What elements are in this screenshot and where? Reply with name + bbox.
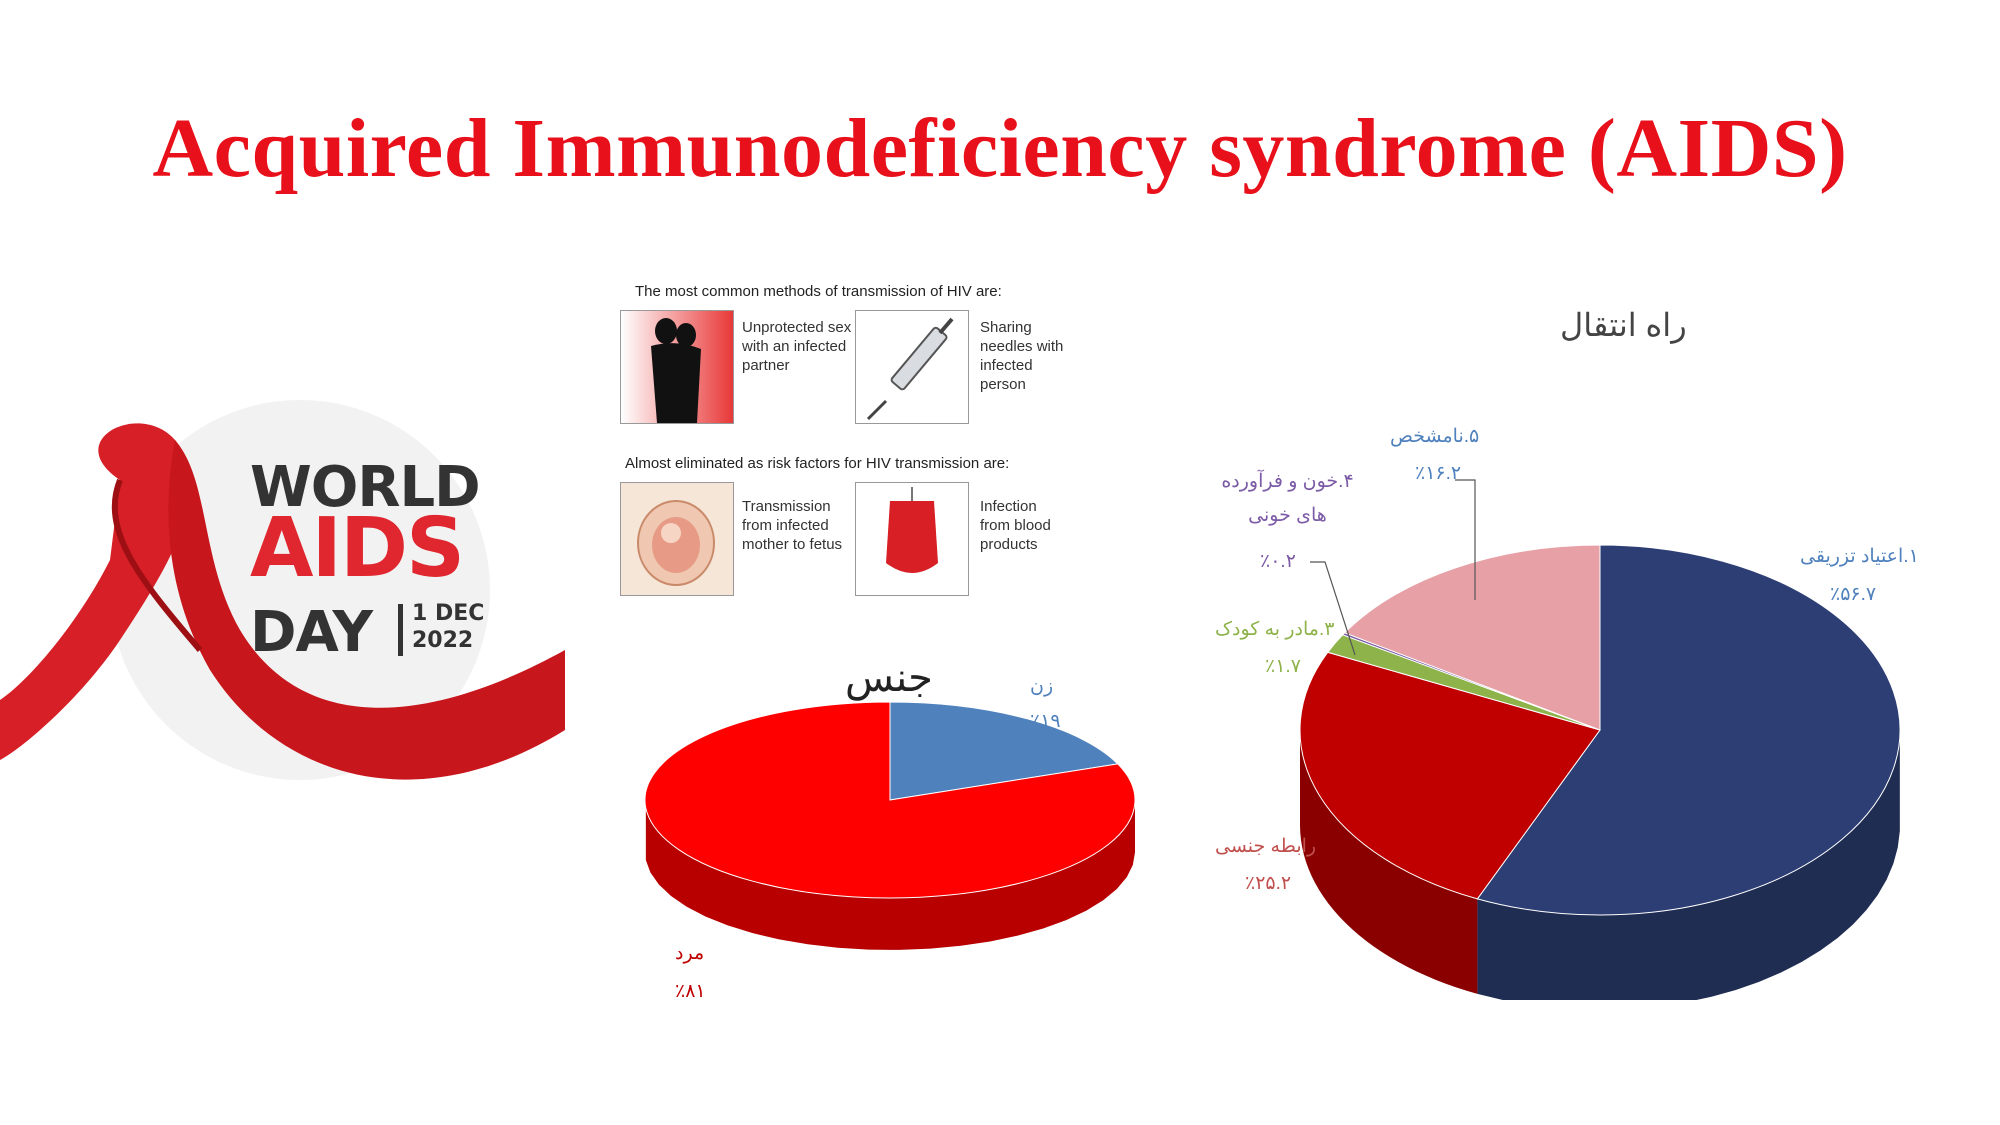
route-pie-slice-side xyxy=(1477,735,1900,1000)
route-chart-title: راه انتقال xyxy=(1560,307,1687,343)
route-value-unknown: ٪۱۶.۲ xyxy=(1415,463,1462,484)
transmission-label: Sharing needles with infected person xyxy=(980,319,1064,393)
route-label-mother-child: ۳.مادر به کودک xyxy=(1215,619,1335,640)
route-pie-svg xyxy=(1299,544,1901,1000)
route-pie-slice-side xyxy=(1300,730,1478,994)
route-label-injection: ۱.اعتیاد تزریقی xyxy=(1800,546,1919,567)
logo-date-text: 1 DEC xyxy=(412,601,485,626)
world-aids-day-logo: WORLD AIDS DAY 1 DEC 2022 xyxy=(0,400,565,855)
eliminated-methods-heading: Almost eliminated as risk factors for HI… xyxy=(625,455,1010,472)
route-label-unknown: ۵.نامشخص xyxy=(1390,426,1480,447)
route-value-mother-child: ٪۱.۷ xyxy=(1265,656,1301,677)
transmission-label: Transmission from infected mother to fet… xyxy=(742,498,843,553)
gender-slice-label-men: مرد xyxy=(675,943,705,964)
gender-chart-title: جنس xyxy=(845,655,933,701)
logo-aids-text: AIDS xyxy=(250,501,465,596)
gender-pie-slice xyxy=(889,701,1119,801)
route-pie-chart: راه انتقال ۱.اعتیاد تزریقی ٪۵۶.۷ رابطه ج… xyxy=(1180,300,1980,1020)
route-value-injection: ٪۵۶.۷ xyxy=(1830,584,1877,605)
gender-pie-svg xyxy=(644,701,1136,950)
red-ribbon-icon xyxy=(0,400,565,780)
route-label-blood: ۴.خون و فرآورده های خونی xyxy=(1221,471,1354,526)
gender-pie-chart: جنس زن ٪۱۹ مرد ٪۸۱ xyxy=(630,655,1150,1015)
syringe-icon xyxy=(855,310,969,424)
gender-pie-slice xyxy=(644,701,1136,899)
gender-slice-value-men: ٪۸۱ xyxy=(675,981,706,1002)
route-label-sexual: رابطه جنسی xyxy=(1215,836,1317,857)
logo-world-text: WORLD xyxy=(250,455,481,520)
common-methods-heading: The most common methods of transmission … xyxy=(635,283,1002,300)
page-title: Acquired Immunodeficiency syndrome (AIDS… xyxy=(152,102,1848,195)
route-pie-slice xyxy=(1343,544,1601,731)
gender-slice-value-women: ٪۱۹ xyxy=(1030,711,1061,732)
transmission-label: Unprotected sex with an infected partner xyxy=(742,319,852,374)
route-pie-slice xyxy=(1299,651,1601,900)
route-pie-slice xyxy=(1476,544,1901,916)
couple-icon xyxy=(620,310,734,424)
route-value-sexual: ٪۲۵.۲ xyxy=(1245,873,1292,894)
transmission-panel: The most common methods of transmission … xyxy=(610,275,1080,605)
transmission-label: Infection from blood products xyxy=(980,498,1051,553)
gender-pie-slice-side xyxy=(645,800,1135,950)
fetus-icon xyxy=(620,482,734,596)
blood-bag-icon xyxy=(855,482,969,596)
logo-day-text: DAY xyxy=(250,600,373,665)
logo-separator xyxy=(398,604,403,656)
logo-year-text: 2022 xyxy=(412,628,474,653)
gender-slice-label-women: زن xyxy=(1030,676,1054,697)
route-value-blood: ٪۰.۲ xyxy=(1260,551,1296,572)
